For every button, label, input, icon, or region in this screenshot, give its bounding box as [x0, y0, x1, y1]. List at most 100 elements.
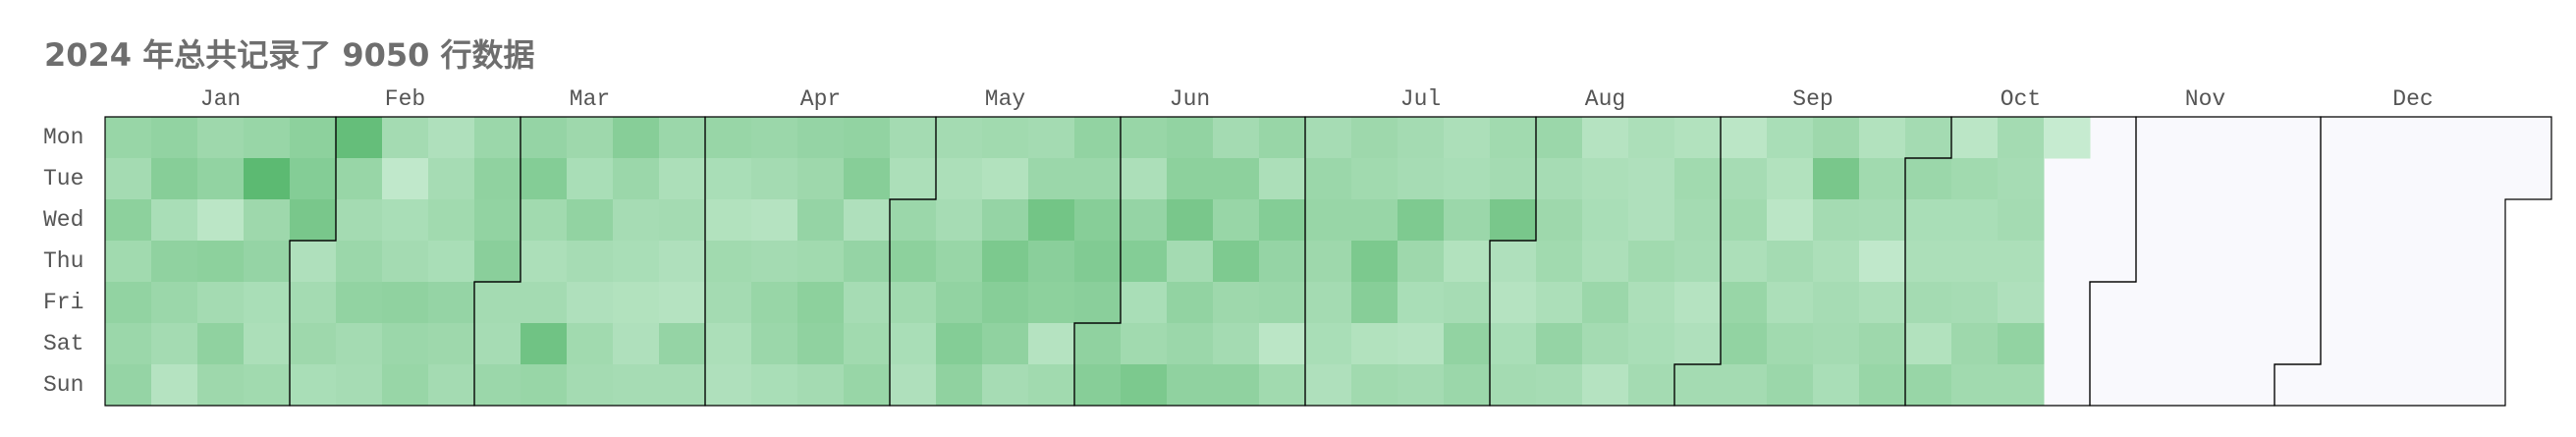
day-cell [1259, 282, 1306, 324]
day-cell [1905, 364, 1952, 407]
day-cell [474, 199, 521, 242]
day-cell [290, 199, 337, 242]
weekday-label: Thu [43, 248, 83, 274]
empty-cell [2459, 323, 2505, 364]
month-label: Feb [385, 86, 425, 112]
empty-cell [2228, 117, 2275, 158]
day-cell [844, 241, 891, 283]
day-cell [797, 158, 845, 200]
empty-cell [2321, 241, 2367, 282]
day-cell [290, 241, 337, 283]
day-cell [290, 282, 337, 324]
day-cell [1259, 241, 1306, 283]
day-cell [797, 364, 845, 407]
empty-cell [2136, 282, 2182, 323]
day-cell [1351, 117, 1398, 159]
month-label: Oct [2001, 86, 2041, 112]
day-cell [1074, 117, 1122, 159]
day-cell [1167, 199, 1214, 242]
day-cell [336, 282, 383, 324]
day-cell [1259, 199, 1306, 242]
empty-cell [2136, 199, 2182, 241]
day-cell [1121, 199, 1168, 242]
day-cell [1536, 199, 1583, 242]
day-cell [244, 158, 291, 200]
month-label: Nov [2185, 86, 2226, 112]
empty-cell [2090, 282, 2136, 323]
day-cell [1351, 199, 1398, 242]
empty-cell [2459, 364, 2505, 406]
day-cell [659, 323, 706, 365]
day-cell [797, 282, 845, 324]
day-cell [1674, 199, 1722, 242]
day-cell [1536, 282, 1583, 324]
day-cell [1859, 241, 1906, 283]
empty-cell [2413, 241, 2459, 282]
day-cell [982, 282, 1029, 324]
empty-cell [2413, 199, 2459, 241]
day-cell [1721, 241, 1768, 283]
day-cell [105, 199, 152, 242]
month-label: Mar [570, 86, 610, 112]
day-cell [1305, 282, 1352, 324]
day-cell [936, 158, 983, 200]
day-cell [428, 117, 475, 159]
day-cell [197, 241, 245, 283]
day-cell [428, 282, 475, 324]
day-cell [567, 323, 614, 365]
day-cell [705, 282, 752, 324]
day-cell [1167, 323, 1214, 365]
chart-title: 2024 年总共记录了 9050 行数据 [44, 36, 535, 74]
day-cell [1028, 241, 1075, 283]
empty-cell [2275, 282, 2321, 323]
day-cell [1213, 199, 1260, 242]
day-cell [1351, 282, 1398, 324]
day-cell [1167, 282, 1214, 324]
day-cell [890, 282, 937, 324]
day-cell [1767, 241, 1814, 283]
empty-cell [2459, 158, 2505, 199]
day-cell [1998, 241, 2045, 283]
empty-cell [2367, 117, 2413, 158]
day-cell [1998, 199, 2045, 242]
day-cell [1028, 282, 1075, 324]
empty-cell [2275, 117, 2321, 158]
empty-cell [2413, 282, 2459, 323]
day-cell [1398, 199, 1445, 242]
day-cell [1721, 282, 1768, 324]
day-cell [1536, 158, 1583, 200]
day-cell [521, 158, 568, 200]
day-cell [1905, 158, 1952, 200]
empty-cell [2413, 364, 2459, 406]
day-cell [521, 241, 568, 283]
day-cell [336, 364, 383, 407]
day-cell [105, 323, 152, 365]
month-label: Aug [1585, 86, 1625, 112]
day-cell [982, 158, 1029, 200]
day-cell [1305, 117, 1352, 159]
day-cell [1674, 282, 1722, 324]
empty-cell [2090, 323, 2136, 364]
day-cell [613, 158, 660, 200]
day-cell [1351, 364, 1398, 407]
empty-cell [2182, 117, 2228, 158]
empty-cell [2413, 158, 2459, 199]
day-cell [1813, 364, 1860, 407]
day-cell [1351, 241, 1398, 283]
day-cell [1444, 158, 1491, 200]
day-cell [1767, 364, 1814, 407]
day-cell [1259, 323, 1306, 365]
day-cell [151, 199, 198, 242]
day-cell [1398, 117, 1445, 159]
day-cell [751, 241, 798, 283]
day-cell [1951, 117, 1999, 159]
day-cell [336, 158, 383, 200]
day-cell [1951, 282, 1999, 324]
empty-cell [2182, 241, 2228, 282]
day-cell [1536, 241, 1583, 283]
day-cell [1951, 158, 1999, 200]
day-cell [1998, 282, 2045, 324]
day-cell [1721, 323, 1768, 365]
day-cell [982, 241, 1029, 283]
day-cell [382, 323, 429, 365]
